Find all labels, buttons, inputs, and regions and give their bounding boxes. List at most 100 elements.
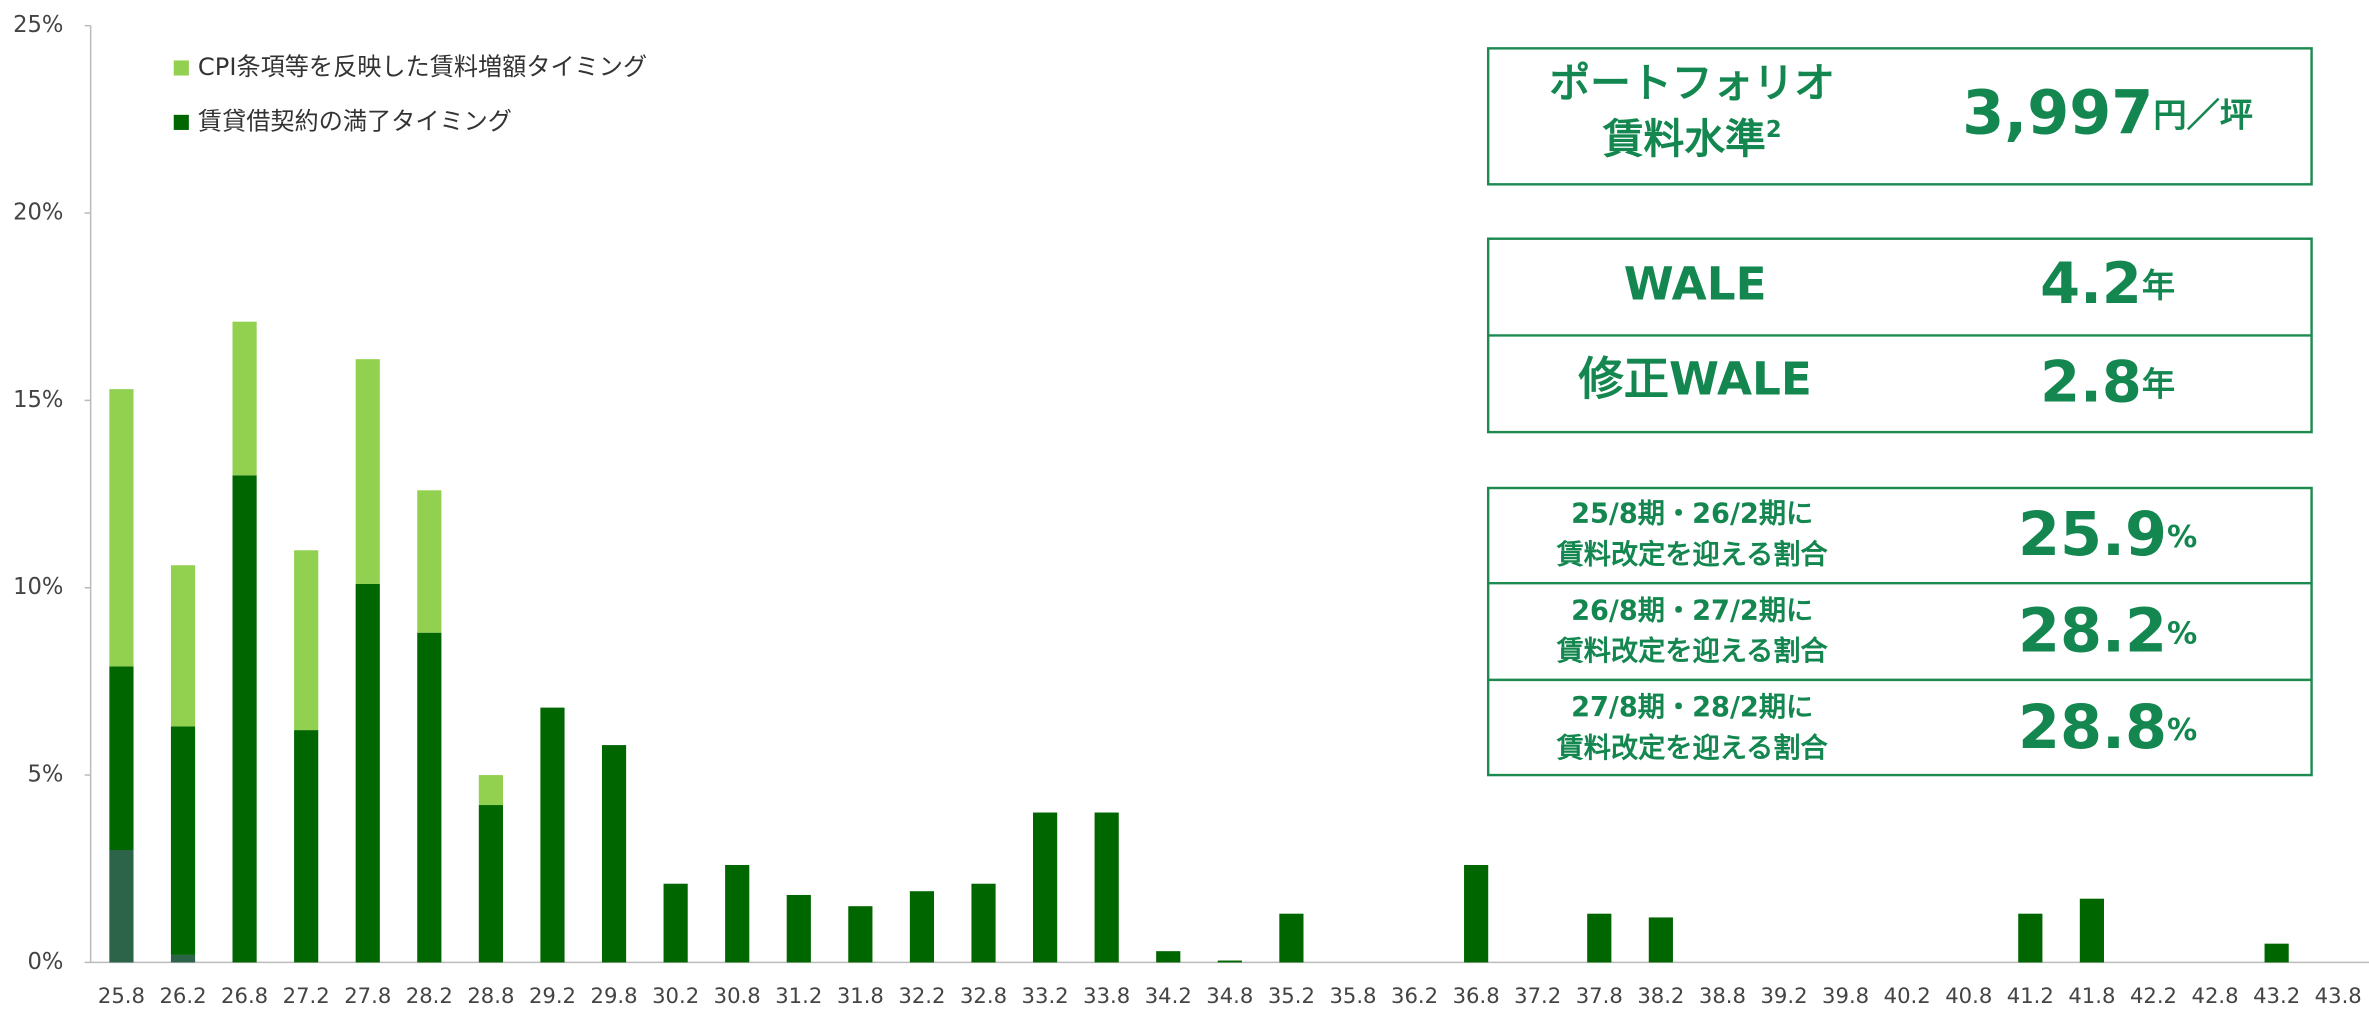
bar-segment <box>1033 812 1058 963</box>
panel-label: 賃料改定を迎える割合 <box>1556 538 1829 570</box>
bar-segment <box>417 490 442 633</box>
bar-segment <box>601 745 627 963</box>
x-tick-label: 32.2 <box>898 983 945 1008</box>
x-tick-label: 31.2 <box>775 983 822 1008</box>
bar-segment <box>971 883 996 963</box>
x-tick-label: 39.8 <box>1822 983 1869 1008</box>
panel-label: 修正WALE <box>1578 353 1811 406</box>
x-tick-label: 42.2 <box>2130 983 2177 1008</box>
unit: 年 <box>2142 266 2175 305</box>
bar-segment <box>1217 960 1242 963</box>
panel-label: 賃料改定を迎える割合 <box>1556 635 1829 667</box>
panel-value: 28.2% <box>2018 596 2197 666</box>
panel-label: WALE <box>1624 258 1767 311</box>
x-tick-label: 27.2 <box>283 983 330 1008</box>
bar-segment <box>170 954 196 963</box>
x-tick-label: 42.8 <box>2192 983 2239 1008</box>
bar-segment <box>2264 943 2289 963</box>
superscript: 2 <box>1766 116 1782 142</box>
legend-label: CPI条項等を反映した賃料増額タイミング <box>198 53 647 81</box>
x-tick-label: 37.2 <box>1514 983 1561 1008</box>
panel-label: 27/8期・28/2期に <box>1571 692 1813 723</box>
bar-segment <box>109 666 134 851</box>
x-tick-label: 27.8 <box>344 983 391 1008</box>
x-tick-label: 33.2 <box>1022 983 1069 1008</box>
x-tick-label: 37.8 <box>1576 983 1623 1008</box>
panel-label: 賃料水準 <box>1602 115 1766 163</box>
bar-segment <box>1648 917 1673 963</box>
bar-segment <box>232 475 257 963</box>
y-tick-label: 5% <box>28 762 64 788</box>
x-tick-label: 25.8 <box>98 983 145 1008</box>
panel-label: 26/8期・27/2期に <box>1571 595 1813 626</box>
bar-segment <box>848 906 873 963</box>
bar-segment <box>1156 951 1181 963</box>
bar-segment <box>170 565 196 727</box>
x-tick-label: 28.8 <box>467 983 514 1008</box>
unit: % <box>2167 713 2197 748</box>
bar-segment <box>909 891 935 963</box>
panel-label: 賃料水準2 <box>1602 115 1782 163</box>
x-tick-label: 29.2 <box>529 983 576 1008</box>
x-tick-label: 26.8 <box>221 983 268 1008</box>
bar-segment <box>109 389 134 667</box>
ratio-panel <box>1486 486 2313 777</box>
value: 2.8 <box>2040 348 2142 415</box>
x-tick-label: 26.2 <box>159 983 206 1008</box>
x-tick-label: 40.2 <box>1884 983 1931 1008</box>
x-tick-label: 35.2 <box>1268 983 1315 1008</box>
bar-segment <box>355 583 380 963</box>
legend-swatch <box>173 60 189 76</box>
bar-segment <box>478 805 503 963</box>
x-tick-label: 43.8 <box>2315 983 2362 1008</box>
x-tick-label: 28.2 <box>406 983 453 1008</box>
bar-segment <box>109 850 134 963</box>
x-tick-label: 36.8 <box>1453 983 1500 1008</box>
unit: 円／坪 <box>2153 95 2253 134</box>
x-tick-label: 40.8 <box>1945 983 1992 1008</box>
bar-segment <box>232 321 257 476</box>
x-tick-label: 43.2 <box>2253 983 2300 1008</box>
bar-segment <box>1587 913 1612 963</box>
panel-value: 4.2年 <box>2040 250 2175 317</box>
panel-value: 28.8% <box>2018 693 2197 763</box>
panel-value: 2.8年 <box>2040 348 2175 415</box>
bar-segment <box>1464 864 1489 963</box>
value: 4.2 <box>2040 250 2142 317</box>
bar-segment <box>2018 913 2043 963</box>
panel-value: 25.9% <box>2018 499 2197 569</box>
x-tick-label: 34.8 <box>1206 983 1253 1008</box>
value: 28.2 <box>2018 596 2167 666</box>
x-tick-label: 33.8 <box>1083 983 1130 1008</box>
bar-segment <box>1094 812 1119 963</box>
bar-segment <box>417 632 442 963</box>
unit: % <box>2167 519 2197 554</box>
bar-segment <box>170 726 196 955</box>
y-tick-label: 25% <box>13 12 63 38</box>
y-tick-label: 15% <box>13 387 63 413</box>
bar-segment <box>294 730 319 963</box>
bar-segment <box>355 359 380 584</box>
x-tick-label: 29.8 <box>591 983 638 1008</box>
bar-segment <box>2079 898 2104 963</box>
bar-segment <box>294 550 319 731</box>
x-tick-label: 32.8 <box>960 983 1007 1008</box>
bar-segment <box>663 883 688 963</box>
rent-panel <box>1486 47 2313 186</box>
legend-label: 賃貸借契約の満了タイミング <box>198 107 512 135</box>
legend-swatch <box>173 114 189 130</box>
x-tick-label: 38.2 <box>1637 983 1684 1008</box>
panel-label: ポートフォリオ <box>1549 59 1834 107</box>
x-tick-label: 38.8 <box>1699 983 1746 1008</box>
bar-segment <box>1279 913 1304 963</box>
value: 3,997 <box>1962 78 2153 148</box>
y-tick-label: 0% <box>28 949 64 975</box>
x-tick-label: 34.2 <box>1145 983 1192 1008</box>
value: 25.9 <box>2018 499 2167 569</box>
x-tick-label: 41.8 <box>2068 983 2115 1008</box>
y-tick-label: 10% <box>13 574 63 600</box>
panel-label: 25/8期・26/2期に <box>1571 499 1813 530</box>
bar-segment <box>478 775 503 806</box>
